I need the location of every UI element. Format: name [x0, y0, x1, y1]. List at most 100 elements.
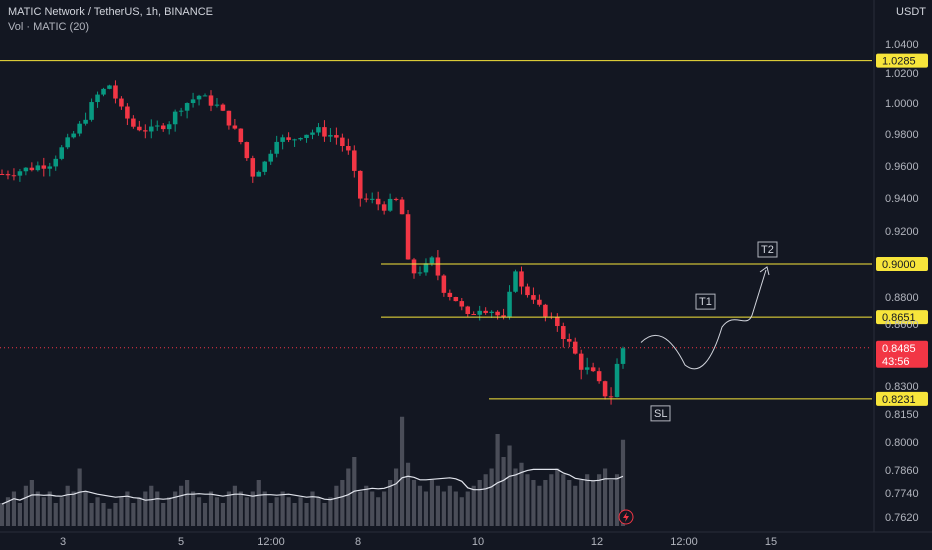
candle-body	[274, 141, 279, 154]
volume-bar	[591, 480, 596, 526]
candle-body	[453, 296, 459, 302]
volume-bar	[549, 474, 554, 526]
volume-bar	[214, 497, 220, 526]
candle-body	[166, 124, 172, 130]
volume-bar	[202, 503, 208, 526]
candle-body	[429, 257, 435, 264]
projection-arrowhead	[759, 266, 770, 276]
candle-body	[149, 126, 154, 132]
candle-body	[47, 166, 53, 169]
time-tick-label: 12:00	[257, 536, 285, 548]
volume-bar	[220, 503, 226, 526]
volume-bar	[519, 462, 524, 526]
projection-path	[640, 266, 770, 370]
level-price-tag	[876, 257, 928, 271]
volume-bar	[417, 485, 423, 526]
candle-body	[280, 137, 285, 142]
candle-body	[304, 134, 309, 139]
volume-bar	[304, 503, 309, 526]
candle-body	[590, 367, 596, 372]
volume-bar	[465, 491, 470, 526]
volume-bar	[196, 497, 202, 526]
volume-bar	[501, 457, 506, 526]
volume-bar	[280, 491, 285, 526]
volume-bar	[346, 468, 351, 526]
candle-body	[184, 103, 190, 111]
volume-bar	[376, 497, 381, 526]
candle-body	[154, 125, 160, 127]
volume-bar	[23, 485, 28, 526]
volume-bar	[238, 491, 243, 526]
candle-body	[465, 306, 471, 315]
candle-body	[393, 198, 399, 200]
time-tick-label: 5	[178, 536, 184, 548]
volume-bar	[250, 491, 255, 526]
candle-body	[101, 88, 106, 95]
candle-body	[363, 198, 369, 200]
annotation-label: SL	[654, 408, 667, 420]
candle-body	[346, 146, 351, 151]
volume-bar	[608, 480, 614, 526]
volume-bar	[513, 468, 518, 526]
candle-body	[608, 396, 614, 398]
chart-title[interactable]: MATIC Network / TetherUS, 1h, BINANCE	[8, 6, 213, 18]
volume-bar	[161, 503, 166, 526]
volume-bar	[334, 485, 339, 526]
volume-bar	[543, 480, 548, 526]
candle-body	[423, 263, 429, 273]
level-price-label: 0.9000	[882, 259, 916, 271]
candle-body	[566, 338, 572, 342]
candle-body	[286, 137, 291, 140]
current-price-tag	[876, 340, 928, 368]
candle-body	[561, 326, 566, 339]
projection-curve	[640, 269, 767, 370]
volume-bar	[602, 468, 608, 526]
volume-bar	[328, 497, 333, 526]
volume-bar	[483, 474, 488, 526]
price-tick-label: 0.7860	[885, 465, 919, 477]
volume-bar	[477, 480, 482, 526]
time-axis: 3 5 12:00 8 10 12 12:00 15	[0, 509, 932, 548]
candle-body	[232, 125, 238, 129]
volume-bar	[143, 491, 148, 526]
volume-bar	[226, 491, 231, 526]
candle-body	[555, 316, 560, 327]
volume-bar	[579, 480, 584, 526]
level-price-tag	[876, 391, 928, 406]
price-tick-label: 1.0200	[885, 68, 919, 80]
volume-indicator-label[interactable]: Vol · MATIC (20)	[8, 21, 90, 33]
time-tick-label: 12	[591, 536, 603, 548]
candle-body	[316, 127, 321, 133]
candle-body	[256, 171, 262, 177]
annotation-box	[650, 405, 671, 422]
volume-bar	[358, 491, 363, 526]
candle-body	[178, 110, 184, 112]
volume-bar	[322, 503, 327, 526]
volume-bar	[405, 462, 411, 526]
volume-bar	[101, 503, 106, 526]
volume-bars	[0, 416, 626, 526]
candle-body	[387, 198, 393, 211]
volume-bar	[83, 491, 88, 526]
volume-bar	[0, 503, 5, 526]
candle-body	[35, 165, 41, 171]
volume-bar	[435, 485, 440, 526]
candle-body	[381, 204, 387, 211]
currency-label: USDT	[896, 6, 926, 18]
candle-body	[131, 118, 136, 127]
volume-bar	[89, 503, 94, 526]
time-tick-label: 15	[765, 536, 777, 548]
candle-body	[477, 310, 482, 315]
volume-bar	[495, 434, 500, 526]
price-tick-label: 1.0400	[885, 39, 919, 51]
candle-body	[107, 85, 112, 89]
candle-body	[471, 314, 476, 316]
volume-ma-line	[1, 468, 624, 505]
current-price-label: 0.8485	[882, 343, 916, 355]
candle-body	[417, 272, 423, 274]
candle-body	[113, 85, 118, 99]
volume-bar	[340, 480, 345, 526]
volume-bar	[29, 480, 34, 526]
annotation-box	[757, 241, 778, 258]
